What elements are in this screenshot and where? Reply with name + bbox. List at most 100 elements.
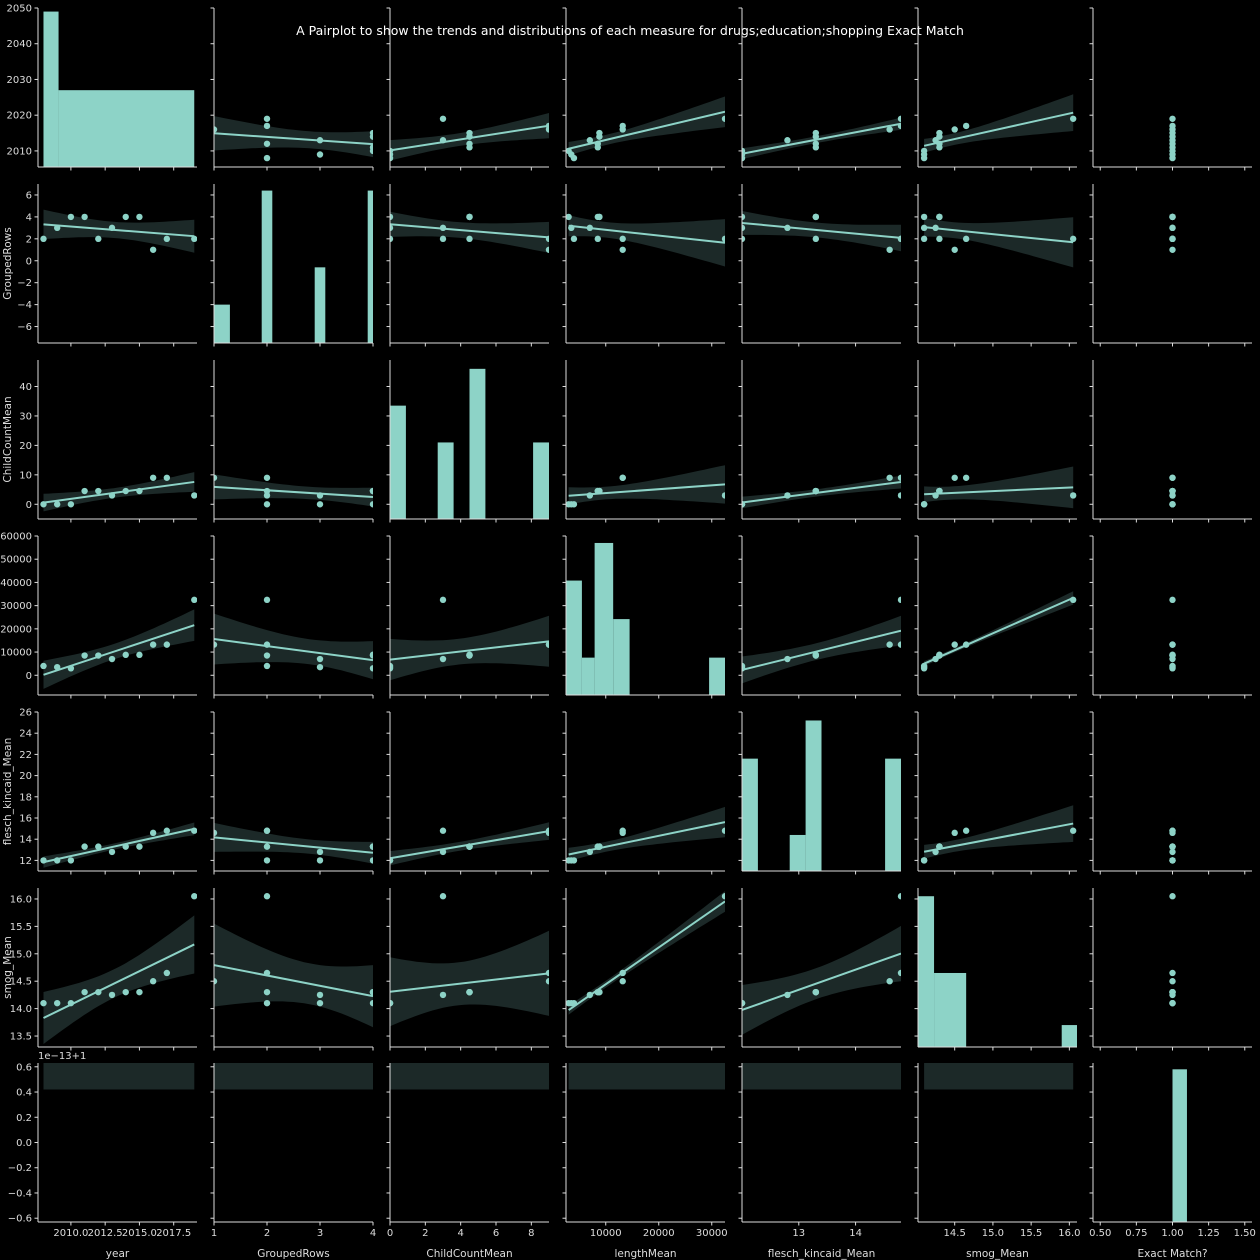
x-tick-label: 30000 [696, 1228, 728, 1239]
scatter-point [81, 213, 88, 221]
scatter-point [897, 235, 901, 243]
panel-1-0: −6 −4 −2 0 2 4 6 [17, 184, 197, 347]
y-tick-label: 20000 [0, 624, 32, 635]
panel-1-1 [210, 184, 374, 347]
scatter-point [67, 213, 75, 221]
scatter-point [619, 122, 626, 130]
x-tick-label: 16.0 [1058, 1228, 1080, 1239]
y-tick-label: −0.2 [8, 1163, 32, 1174]
y-tick-label: −0.4 [8, 1188, 32, 1199]
scatter-point [369, 999, 373, 1007]
y-tick-label: 60000 [0, 532, 32, 543]
scatter-point [897, 474, 901, 481]
scatter-point [587, 1013, 593, 1019]
panel-5-4 [738, 888, 901, 1051]
scatter-point [164, 1013, 170, 1019]
y-tick-label: 2020 [7, 111, 32, 122]
confidence-band [214, 1063, 373, 1090]
scatter-point [886, 246, 893, 253]
hist-bar [709, 657, 725, 695]
x-tick-label: 1.00 [1161, 1228, 1183, 1239]
scatter-point [545, 122, 549, 130]
scatter-point [920, 147, 928, 155]
hist-bar [885, 758, 901, 871]
scatter-point [136, 213, 143, 221]
regression-line [923, 111, 1074, 147]
scatter-point [596, 1013, 602, 1019]
y-tick-label: 2050 [7, 4, 32, 15]
panel-2-1 [210, 360, 374, 523]
scatter-point [390, 213, 394, 221]
x-tick-label: 2012.5 [88, 1228, 123, 1239]
regression-line [742, 629, 901, 671]
scatter-point [812, 651, 820, 659]
y-tick-label: 0 [26, 500, 32, 511]
x-tick-label: 2 [264, 1228, 270, 1239]
y-tick-label: 4 [26, 212, 32, 223]
panel-6-0: 2010.0 2012.5 2015.0 2017.5 −0.6 −0.4 −0.2 0.0 0… [8, 1013, 197, 1239]
y-axis-label: smog_Mean [2, 936, 14, 999]
x-tick-label: 8 [528, 1228, 534, 1239]
scatter-point [390, 999, 394, 1007]
y-tick-label: 0.6 [16, 1062, 32, 1073]
scatter-point [466, 1013, 472, 1019]
scatter-point [920, 213, 928, 221]
hist-bar [613, 619, 630, 695]
y-tick-label: −2 [17, 278, 32, 289]
scatter-point [369, 487, 373, 495]
scatter-point [81, 652, 88, 659]
scatter-point [897, 122, 901, 130]
x-tick-label: 0 [387, 1228, 393, 1239]
scatter-point [466, 843, 473, 850]
regression-line [742, 221, 901, 239]
scatter-point [390, 857, 394, 864]
scatter-point [566, 213, 572, 221]
regression-line [390, 223, 549, 239]
scatter-point [466, 651, 473, 659]
hist-bar [566, 580, 582, 695]
scatter-point [439, 991, 447, 999]
x-tick-label: 6 [493, 1228, 499, 1239]
regression-line [43, 480, 195, 504]
scatter-point [466, 140, 473, 147]
scatter-point [108, 655, 116, 663]
scatter-point [566, 857, 572, 864]
scatter-point [108, 848, 116, 856]
y-axis-label: ChildCountMean [2, 396, 14, 482]
scatter-point [108, 991, 116, 999]
panel-5-5 [914, 888, 1077, 1051]
regression-line [742, 122, 901, 155]
scatter-point [67, 665, 75, 672]
scatter-point [897, 492, 901, 499]
scatter-point [390, 147, 394, 155]
scatter-point [369, 988, 373, 996]
hist-bar [533, 442, 549, 519]
scatter-point [122, 651, 129, 659]
scatter-point [742, 501, 746, 508]
scatter-point [1169, 492, 1176, 499]
y-tick-label: 12 [19, 856, 32, 867]
panel-3-2 [386, 535, 549, 699]
scatter-point [369, 129, 373, 137]
scatter-point [317, 1013, 323, 1019]
scatter-point [595, 1013, 601, 1019]
scatter-point [369, 501, 373, 508]
regression-line [742, 481, 901, 504]
confidence-band [43, 1063, 195, 1090]
scatter-point [742, 213, 746, 221]
scatter-point [1169, 501, 1176, 508]
scatter-point [67, 999, 75, 1007]
y-tick-label: 2010 [7, 146, 32, 157]
confidence-band [742, 925, 901, 1035]
scatter-point [962, 474, 970, 481]
scatter-point [390, 235, 394, 243]
y-tick-label: 16 [19, 814, 32, 825]
y-tick-label: 26 [19, 708, 32, 719]
scatter-point [1169, 487, 1176, 495]
scatter-point [1169, 857, 1176, 864]
scatter-point [214, 641, 218, 648]
scatter-point [316, 137, 324, 144]
scatter-point [586, 991, 594, 999]
x-tick-label: 2 [422, 1228, 428, 1239]
scatter-point [1169, 969, 1176, 977]
